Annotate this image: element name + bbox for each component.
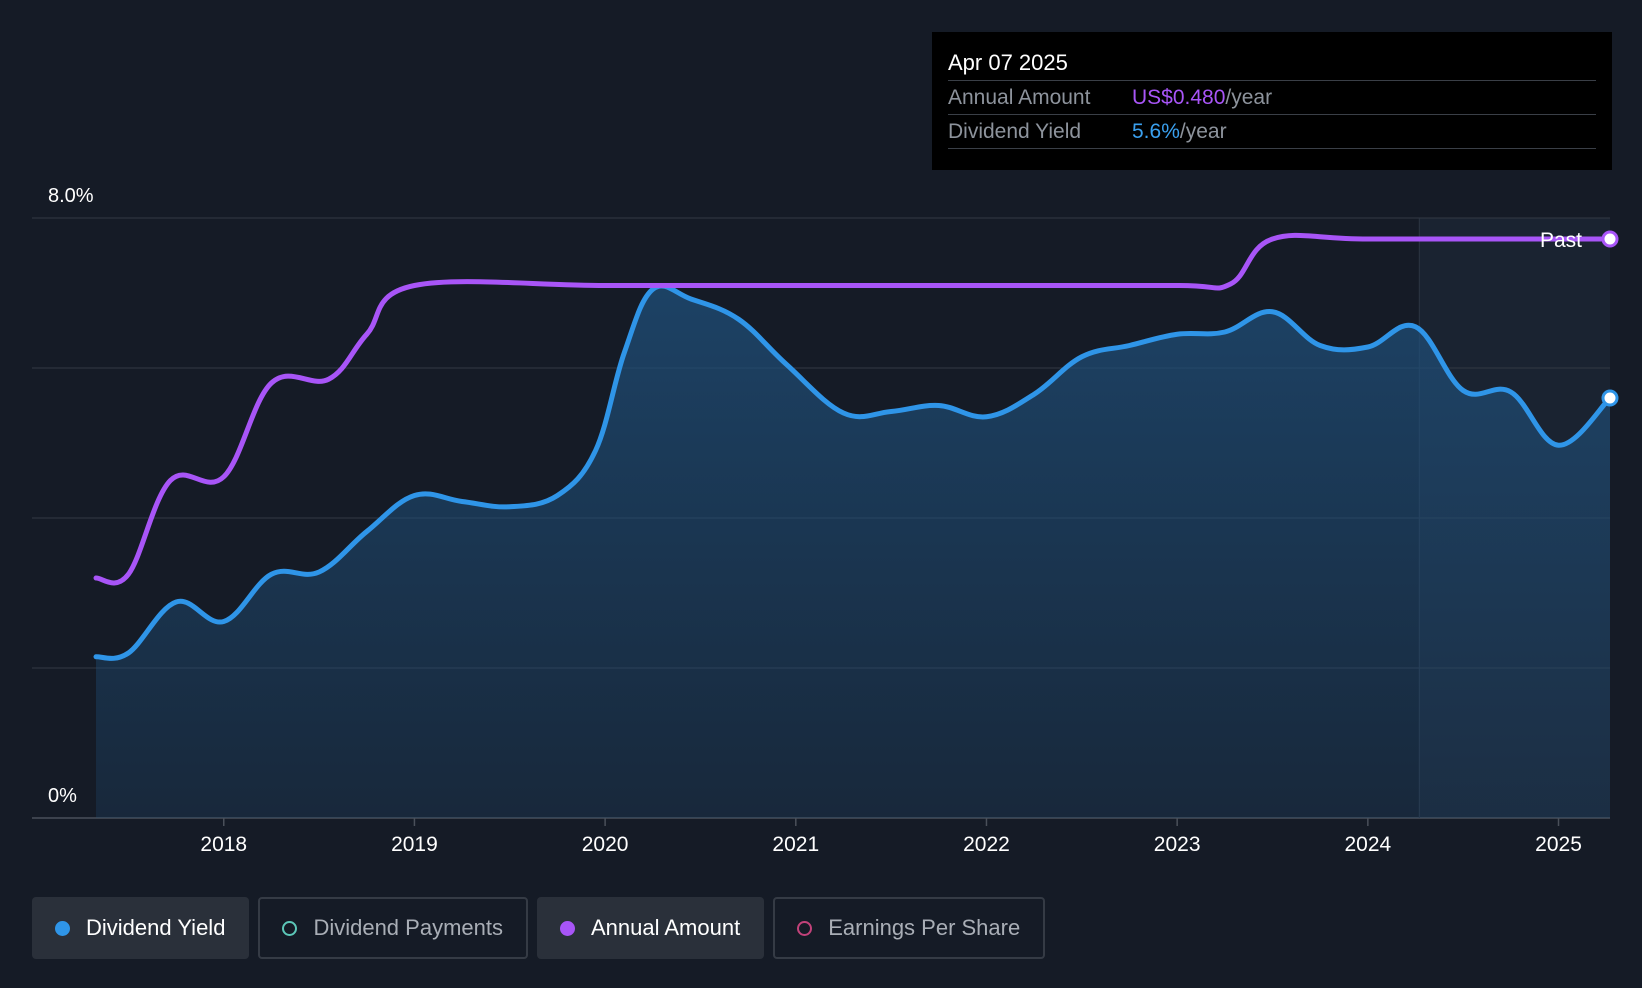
- x-tick-label: 2023: [1154, 833, 1201, 856]
- legend-label: Earnings Per Share: [828, 915, 1021, 940]
- annual-amount-line: [93, 232, 1613, 586]
- legend-label: Annual Amount: [590, 915, 741, 940]
- x-tick-label: 2024: [1344, 833, 1391, 856]
- chart-labels: 8.0% 0% Past: [48, 185, 1582, 807]
- tooltip-value: 5.6%: [1132, 120, 1180, 143]
- y-axis-max-label: 8.0%: [48, 185, 94, 207]
- chart-legend: Dividend Yield Dividend Payments Annual …: [32, 897, 1046, 959]
- chart-tooltip: Apr 07 2025 Annual Amount US$0.480 /year…: [932, 32, 1612, 170]
- tooltip-unit: /year: [1179, 120, 1227, 143]
- series-layer: [93, 230, 1619, 818]
- legend-dividend-payments[interactable]: Dividend Payments: [258, 897, 528, 959]
- tooltip-row-dividend-yield: Dividend Yield 5.6% /year: [948, 114, 1596, 149]
- x-tick-label: 2021: [772, 833, 819, 856]
- legend-annual-amount[interactable]: Annual Amount: [536, 897, 765, 959]
- past-label: Past: [1540, 229, 1582, 252]
- dividend-yield-end-marker: [1601, 389, 1619, 407]
- annual-amount-end-marker: [1601, 230, 1619, 248]
- tooltip-date: Apr 07 2025: [948, 50, 1068, 75]
- filled-dot-icon: [559, 920, 575, 936]
- hollow-dot-icon: [282, 920, 298, 936]
- dividend-yield-area: [96, 285, 1610, 818]
- tooltip-value: US$0.480: [1132, 86, 1226, 109]
- y-axis-min-label: 0%: [48, 785, 77, 807]
- legend-label: Dividend Payments: [313, 915, 503, 940]
- dividend-yield-line: [93, 283, 1613, 661]
- legend-earnings-per-share[interactable]: Earnings Per Share: [773, 897, 1046, 959]
- tooltip-row-annual-amount: Annual Amount US$0.480 /year: [948, 80, 1596, 114]
- tooltip-unit: /year: [1225, 86, 1273, 109]
- hollow-dot-icon: [797, 920, 813, 936]
- x-tick-label: 2018: [200, 833, 247, 856]
- filled-dot-icon: [55, 920, 70, 936]
- tooltip-label: Annual Amount: [948, 86, 1091, 109]
- x-axis: 2018 2019 2020 2021 2022 2023 2024 2025: [200, 818, 1582, 856]
- x-tick-label: 2019: [391, 833, 438, 856]
- tooltip-label: Dividend Yield: [948, 120, 1082, 143]
- x-tick-label: 2025: [1535, 833, 1582, 856]
- x-tick-label: 2020: [582, 833, 629, 856]
- legend-dividend-yield[interactable]: Dividend Yield: [32, 897, 250, 959]
- x-tick-label: 2022: [963, 833, 1010, 856]
- legend-label: Dividend Yield: [86, 915, 226, 940]
